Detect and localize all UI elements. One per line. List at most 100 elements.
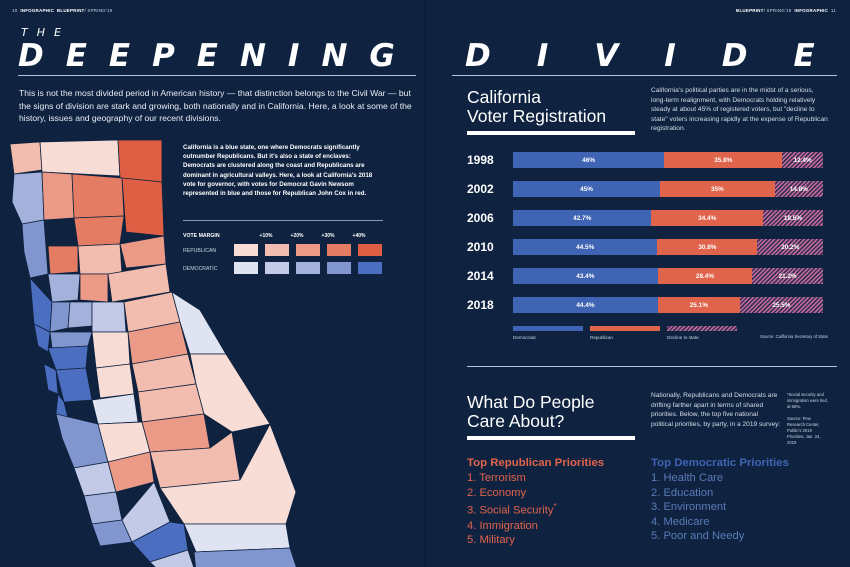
republican-segment: 35% <box>660 181 775 197</box>
republican-segment: 25.1% <box>657 297 740 313</box>
county-marin <box>33 323 51 353</box>
year-label: 2006 <box>467 211 494 225</box>
county-mendocino <box>21 219 49 279</box>
county-sf-alameda <box>47 345 89 371</box>
intro-paragraph: This is not the most divided period in A… <box>19 88 412 123</box>
democratic-segment: 44.4% <box>513 297 658 313</box>
folio-left: 10 INFOGRAPHIC BLUEPRINT/ SPRING'19 <box>12 8 113 13</box>
republican-margin-swatch <box>265 244 289 256</box>
republican-segment: 35.8% <box>664 152 783 168</box>
democratic-margin-swatch <box>358 262 382 274</box>
county-lassen <box>121 177 165 237</box>
county-nevada-placer <box>107 263 171 303</box>
county-sacramento <box>91 301 127 333</box>
page-gutter <box>424 0 426 567</box>
republican-margin-swatch <box>327 244 351 256</box>
democratic-margin-swatch <box>327 262 351 274</box>
registration-title: California Voter Registration <box>467 87 607 126</box>
legend-decline-swatch <box>667 326 737 331</box>
legend-democratic-swatch <box>513 326 583 331</box>
registration-title-bar <box>467 131 635 135</box>
headline-the: THE <box>21 26 70 39</box>
asterisk-mark: * <box>553 502 557 512</box>
county-lake <box>47 273 81 303</box>
county-sonoma <box>29 276 53 333</box>
republican-segment: 34.4% <box>651 210 763 226</box>
republican-segment: 30.8% <box>657 239 758 255</box>
decline-segment: 20.2% <box>757 239 823 255</box>
democratic-margin-swatch <box>296 262 320 274</box>
year-label: 2014 <box>467 269 494 283</box>
democratic-segment: 43.4% <box>513 268 658 284</box>
county-butte <box>77 243 123 275</box>
list-item: 4. Medicare <box>651 515 710 528</box>
legend-republican-label: Republican <box>590 335 613 340</box>
headline-word-right: DIVIDE <box>465 38 850 74</box>
folio-right: BLUEPRINT/ SPRING'19 INFOGRAPHIC 11 <box>736 8 836 13</box>
county-san-diego-imperial <box>193 547 297 567</box>
legend-democratic-label: Democratic <box>513 335 537 340</box>
democratic-segment: 44.5% <box>513 239 658 255</box>
county-san-joaquin <box>91 331 131 369</box>
vote-margin-header: +10% <box>259 233 273 239</box>
republican-margin-swatch <box>296 244 320 256</box>
vote-margin-header: +30% <box>321 233 335 239</box>
california-county-map <box>9 139 297 567</box>
county-yuba-sutter <box>79 273 109 303</box>
decline-segment: 25.5% <box>739 297 823 313</box>
decline-segment: 12.4% <box>782 152 823 168</box>
county-yolo <box>67 301 93 329</box>
vote-margin-title: VOTE MARGIN <box>183 233 220 239</box>
list-item: 1. Health Care <box>651 472 724 484</box>
year-label: 2002 <box>467 182 494 196</box>
vote-margin-header: +40% <box>352 233 366 239</box>
legend-decline-label: Decline to state <box>667 335 699 340</box>
county-shasta <box>71 173 125 219</box>
list-item: 1. Terrorism <box>467 472 526 484</box>
democratic-segment: 42.7% <box>513 210 652 226</box>
year-label: 2018 <box>467 298 494 312</box>
democratic-segment: 46% <box>513 152 665 168</box>
democratic-priorities-title: Top Democratic Priorities <box>651 457 789 469</box>
registration-description: California's political parties are in th… <box>651 87 828 133</box>
decline-segment: 18.5% <box>763 210 823 226</box>
decline-segment: 21.2% <box>752 268 823 284</box>
legend-republican-swatch <box>590 326 660 331</box>
list-item: 5. Poor and Needy <box>651 530 745 543</box>
county-santa-clara <box>55 367 93 403</box>
county-kern <box>149 431 241 489</box>
care-title: What Do People Care About? <box>467 392 595 431</box>
republican-priorities-list: 1. Terrorism 2. Economy 3. Social Securi… <box>467 471 557 548</box>
list-item: 2. Education <box>651 486 714 499</box>
republican-margin-swatch <box>358 244 382 256</box>
democratic-margin-swatch <box>234 262 258 274</box>
county-siskiyou <box>39 139 121 177</box>
list-item: 3. Environment <box>651 501 727 514</box>
county-riverside <box>183 523 291 553</box>
county-los-angeles <box>131 521 189 563</box>
republican-priorities-title: Top Republican Priorities <box>467 457 605 469</box>
county-orange <box>149 549 195 567</box>
care-side-note: *Social security and immigration were ti… <box>787 392 828 445</box>
year-label: 1998 <box>467 153 494 167</box>
headline-rule-right <box>452 75 837 76</box>
map-description: California is a blue state, one where De… <box>183 144 373 198</box>
democratic-margin-swatch <box>265 262 289 274</box>
list-item: 2. Economy <box>467 486 527 499</box>
democratic-priorities-list: 1. Health Care 2. Education 3. Environme… <box>651 471 744 544</box>
county-solano <box>49 331 93 349</box>
list-item: 5. Military <box>467 534 515 547</box>
county-stanislaus <box>95 363 135 399</box>
county-modoc <box>117 139 163 183</box>
county-del-norte <box>9 141 43 175</box>
decline-segment: 14.8% <box>774 181 823 197</box>
republican-margin-swatch <box>234 244 258 256</box>
county-merced <box>91 393 139 425</box>
care-description: Nationally, Republicans and Democrats ar… <box>651 392 781 428</box>
county-humboldt <box>11 171 45 225</box>
registration-source: Source: California Secretary of State <box>760 334 828 339</box>
republican-segment: 28.4% <box>657 268 753 284</box>
year-label: 2010 <box>467 240 494 254</box>
county-tehama <box>73 215 125 247</box>
section-divider <box>467 366 837 367</box>
